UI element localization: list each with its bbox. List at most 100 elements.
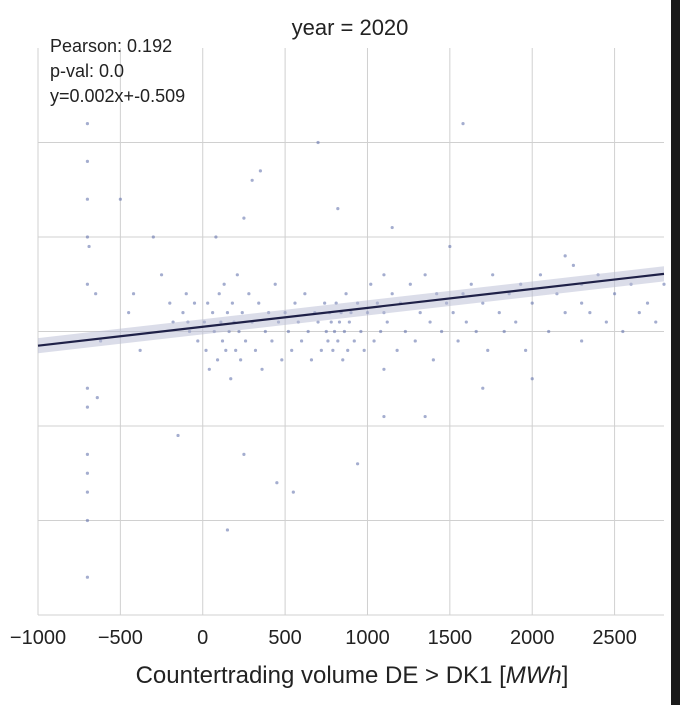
scatter-point (342, 329, 347, 334)
scatter-point (275, 481, 279, 485)
scatter-point (604, 320, 608, 324)
scatter-point (270, 339, 274, 343)
scatter-point (332, 329, 337, 334)
scatter-point (253, 348, 258, 352)
scatter-point (369, 282, 373, 286)
scatter-point (224, 348, 228, 352)
scatter-point (206, 301, 210, 305)
scatter-point (481, 386, 485, 390)
scatter-point (247, 292, 251, 296)
scatter-point (408, 282, 412, 286)
scatter-point (403, 329, 407, 334)
scatter-point (385, 320, 389, 324)
scatter-point (474, 329, 478, 334)
scatter-point (336, 339, 340, 343)
scatter-point (538, 273, 543, 277)
scatter-point (235, 273, 239, 277)
scatter-point (372, 339, 376, 343)
scatter-point (469, 282, 473, 286)
scatter-point (662, 282, 666, 286)
x-axis-label: Countertrading volume DE > DK1 [MWh] (136, 662, 569, 689)
scatter-point (151, 235, 155, 239)
scatter-point (580, 339, 584, 343)
scatter-point (215, 358, 220, 362)
scatter-point (423, 414, 427, 419)
scatter-point (326, 339, 330, 343)
scatter-point (344, 292, 348, 296)
scatter-point (431, 358, 435, 362)
scatter-point (85, 197, 90, 201)
scatter-point (131, 292, 136, 296)
scatter-point (329, 320, 333, 324)
scatter-point (250, 178, 254, 182)
scatter-point (258, 169, 262, 173)
scatter-point (85, 122, 90, 126)
scatter-point (280, 358, 284, 362)
scatter-point (240, 311, 244, 315)
scatter-point (293, 301, 297, 305)
scatter-point (85, 235, 90, 239)
scatter-point (382, 273, 386, 277)
scatter-point (413, 339, 417, 343)
scatter-point (260, 367, 264, 371)
scatter-point (196, 339, 200, 343)
scatter-point (95, 396, 99, 400)
scatter-point (530, 377, 534, 381)
scatter-point (612, 292, 617, 296)
scatter-point (243, 339, 248, 343)
scatter-point (87, 244, 91, 249)
scatter-point (94, 292, 98, 296)
scatter-point (225, 528, 230, 532)
scatter-point (654, 320, 658, 324)
scatter-point (184, 292, 188, 296)
scatter-point (359, 329, 363, 334)
scatter-point (352, 339, 356, 343)
window-edge (671, 0, 680, 705)
gridlines (37, 48, 664, 616)
scatter-point (497, 311, 501, 315)
scatter-point (316, 320, 320, 324)
scatter-point (355, 462, 360, 466)
scatter-point (390, 292, 394, 296)
scatter-point (257, 301, 261, 305)
chart-title: year = 2020 (292, 15, 409, 40)
equation-annotation: y=0.002x+-0.509 (50, 86, 185, 106)
x-tick-label: 500 (268, 627, 301, 649)
scatter-point (346, 348, 350, 352)
x-tick-label: 1000 (345, 627, 390, 649)
scatter-point (176, 433, 180, 438)
x-axis-label-prefix: Countertrading volume DE > DK1 [ (136, 662, 507, 689)
x-axis-label-unit: MWh (506, 662, 562, 689)
scatter-point (181, 311, 185, 315)
scatter-point (127, 311, 131, 315)
scatter-point (299, 339, 304, 343)
scatter-point (211, 311, 215, 315)
pval-annotation: p-val: 0.0 (50, 61, 124, 81)
scatter-point (207, 367, 211, 371)
scatter-point (220, 339, 225, 343)
scatter-point (217, 292, 221, 296)
scatter-point (481, 301, 485, 305)
scatter-point (242, 452, 246, 456)
scatter-point (229, 377, 233, 381)
scatter-point (291, 490, 295, 494)
scatter-point (464, 320, 468, 324)
scatter-point (563, 254, 567, 258)
scatter-point (571, 263, 575, 267)
x-tick-label: −500 (98, 627, 143, 649)
scatter-point (547, 329, 551, 334)
regression-line-path (37, 272, 665, 347)
scatter-point (118, 197, 122, 201)
scatter-point (273, 282, 277, 286)
scatter-point (263, 329, 267, 334)
scatter-point (159, 273, 164, 277)
scatter-point (85, 471, 90, 475)
scatter-point (580, 301, 584, 305)
scatter-point (230, 301, 234, 305)
scatter-point (214, 235, 218, 239)
scatter-point (486, 348, 490, 352)
x-tick-label: 1500 (428, 627, 473, 649)
scatter-point (85, 518, 90, 523)
scatter-point (85, 282, 90, 286)
